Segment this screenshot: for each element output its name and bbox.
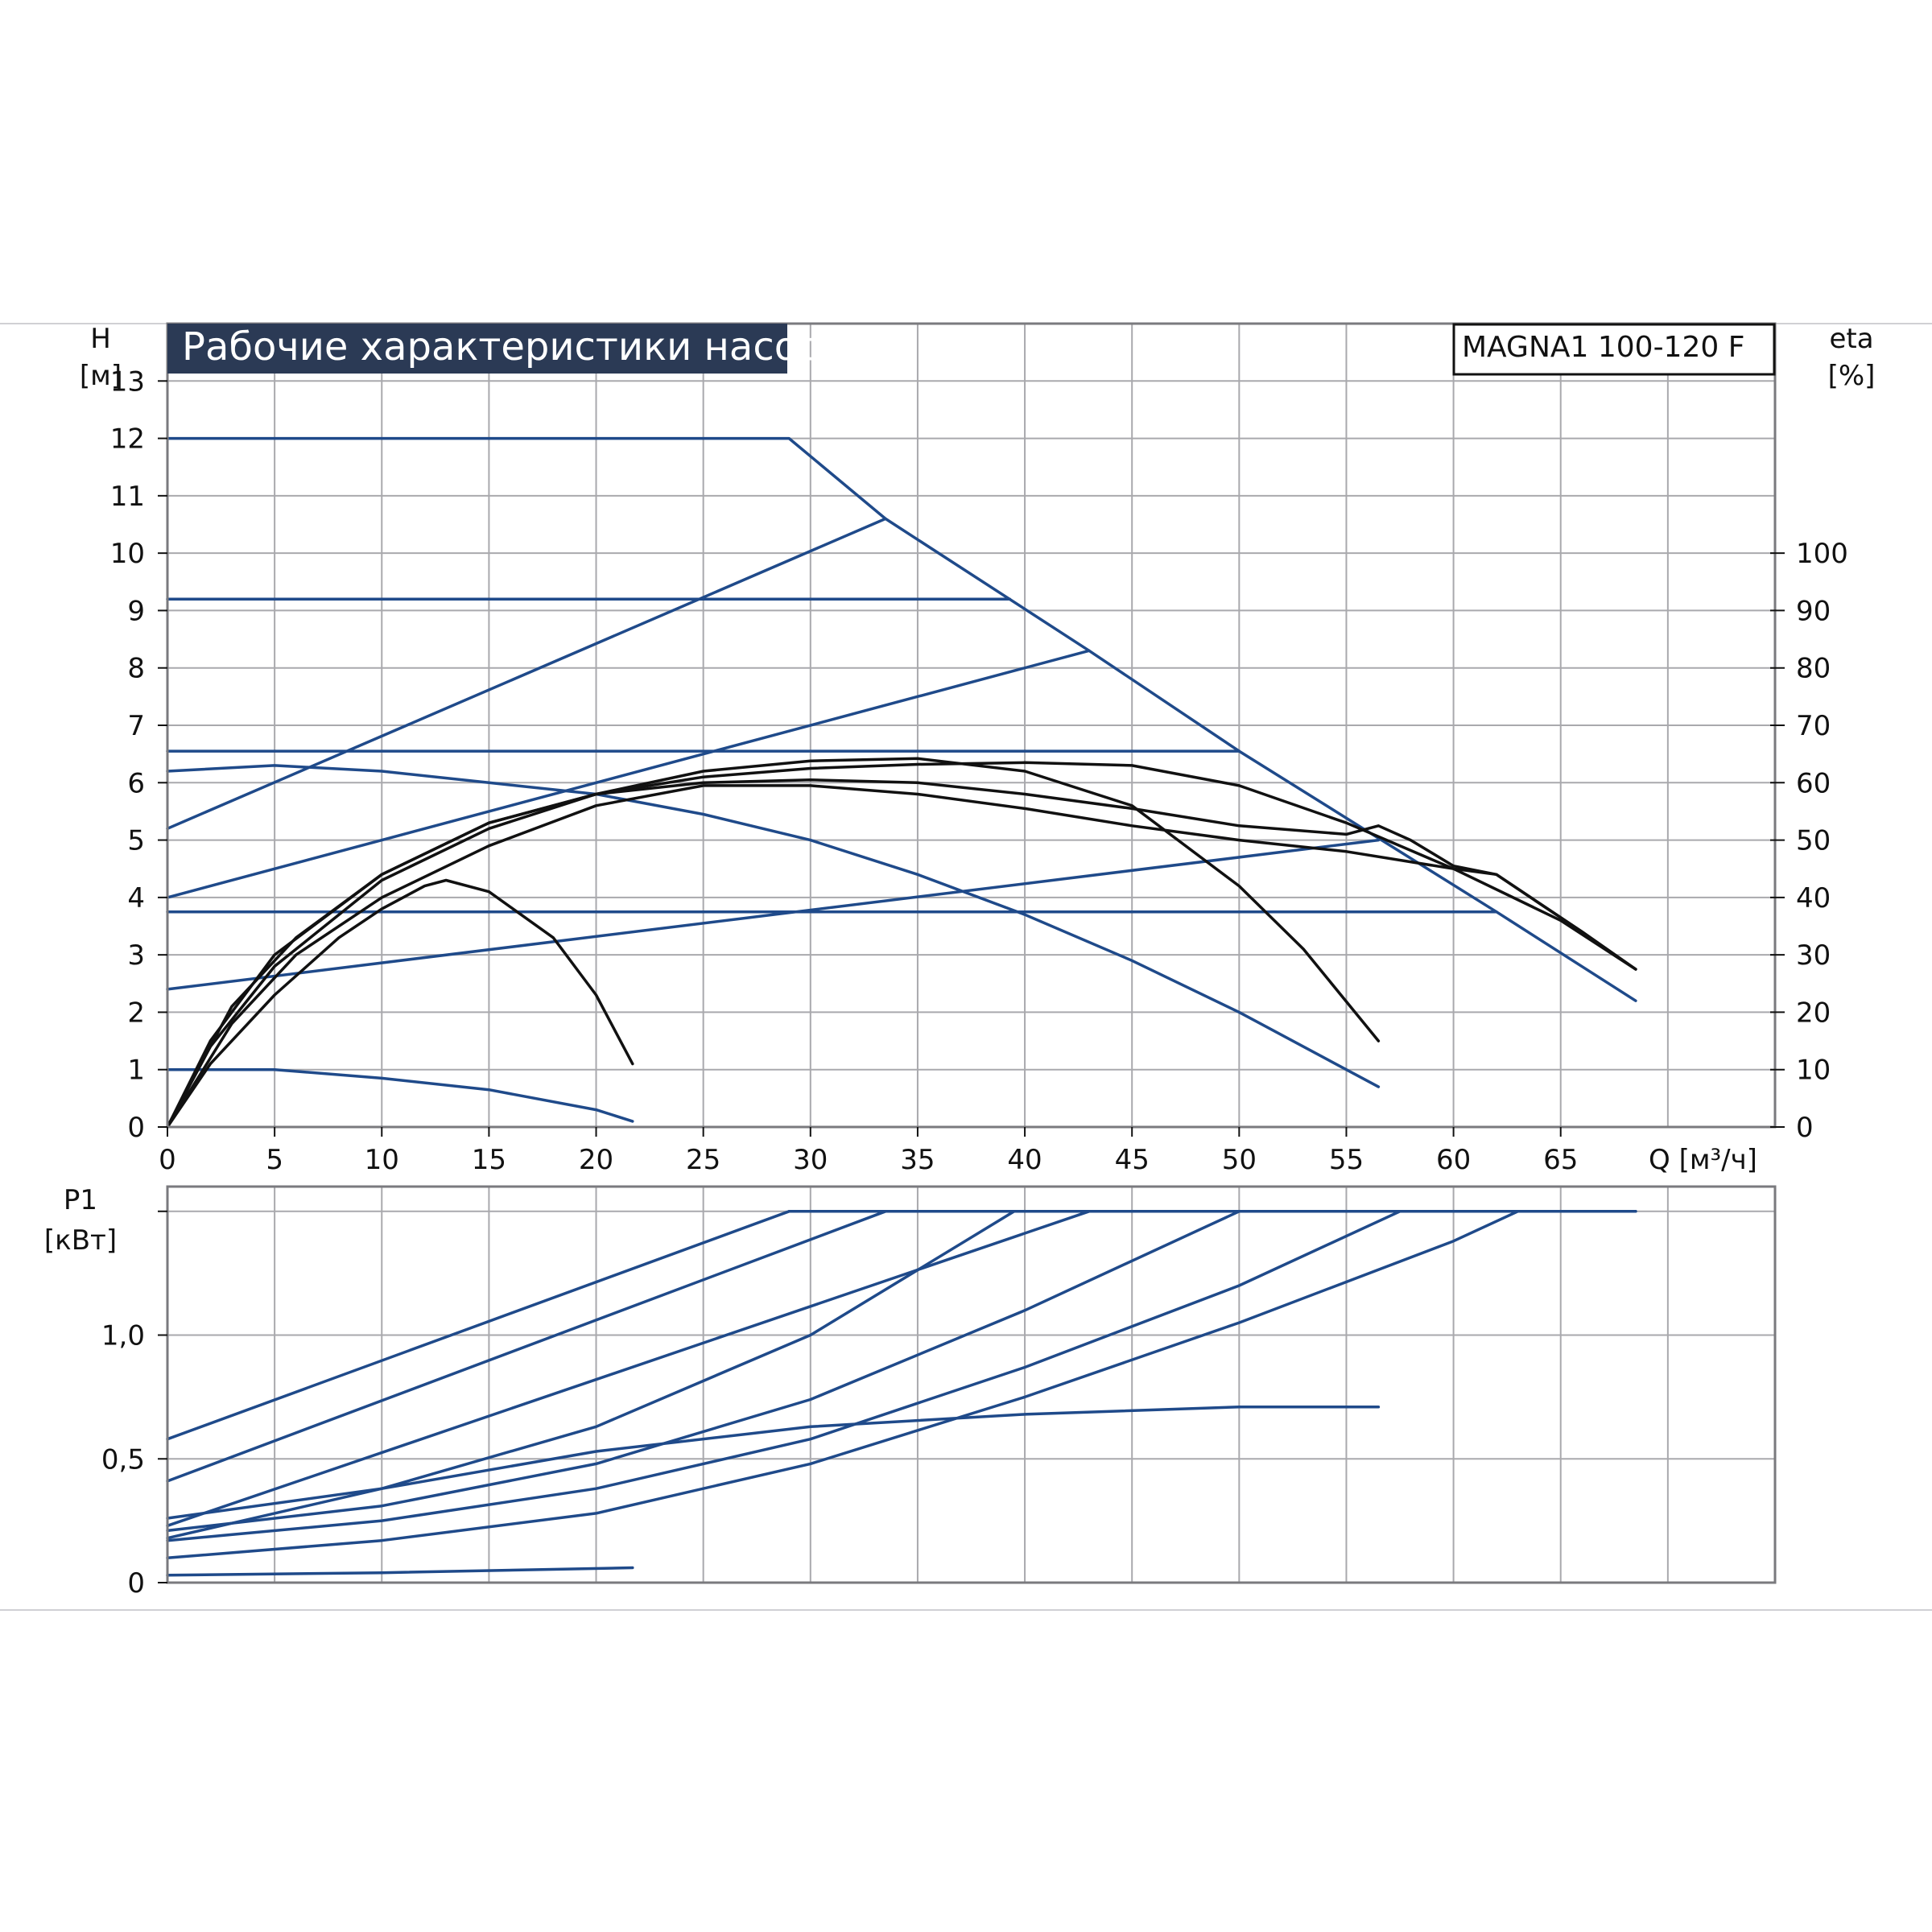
model-label: MAGNA1 100-120 F [1462, 331, 1744, 364]
x-tick-label: 10 [365, 1144, 399, 1176]
power-y-tick-label: 1,0 [101, 1320, 145, 1352]
power-y-tick-label: 0,5 [101, 1443, 145, 1476]
y2-tick-label: 0 [1796, 1112, 1814, 1144]
y-tick-label: 1 [127, 1055, 145, 1087]
y-tick-label: 4 [127, 882, 145, 914]
head-panel: 0123456789101112130102030405060708090100… [80, 322, 1876, 1176]
power-curve-8 [166, 1405, 1381, 1540]
head-curve-5 [166, 517, 887, 831]
y2-tick-label: 30 [1796, 939, 1831, 972]
y-tick-label: 9 [127, 595, 145, 627]
y-tick-label: 8 [127, 653, 145, 685]
y-tick-label: 10 [110, 538, 145, 570]
power-y-tick-label: 0 [127, 1567, 145, 1600]
power-curve-1 [166, 1210, 791, 1441]
y-tick-label: 7 [127, 710, 145, 742]
head-series-group [166, 436, 1637, 1129]
efficiency-curve-14 [166, 784, 1637, 1129]
x-tick-label: 50 [1222, 1144, 1257, 1176]
y-tick-label: 13 [110, 365, 145, 398]
power-y-axis-unit: [кВт] [44, 1224, 117, 1257]
head-ticks: 0123456789101112130102030405060708090100… [110, 365, 1848, 1176]
y-axis-unit: [м] [80, 360, 122, 392]
y-tick-label: 5 [127, 825, 145, 857]
x-tick-label: 55 [1329, 1144, 1364, 1176]
head-curve-7 [166, 838, 1381, 991]
power-plot-frame [166, 1185, 1777, 1584]
x-tick-label: 25 [686, 1144, 720, 1176]
y-tick-label: 3 [127, 939, 145, 972]
head-curve-8 [166, 764, 1381, 1088]
power-curve-7 [166, 1210, 1637, 1560]
power-curve-2 [166, 1210, 887, 1483]
y2-tick-label: 20 [1796, 997, 1831, 1029]
x-tick-label: 60 [1436, 1144, 1471, 1176]
power-curve-5 [166, 1210, 1241, 1533]
power-curve-9 [166, 1566, 634, 1577]
chart-title-box [167, 324, 787, 374]
y2-tick-label: 90 [1796, 595, 1831, 627]
y2-tick-label: 80 [1796, 653, 1831, 685]
efficiency-curve-11 [166, 757, 1381, 1129]
head-curve-1 [166, 436, 1637, 1002]
x-tick-label: 20 [579, 1144, 613, 1176]
x-tick-label: 30 [793, 1144, 828, 1176]
power-y-axis-symbol: P1 [64, 1184, 97, 1216]
y2-tick-label: 70 [1796, 710, 1831, 742]
x-tick-label: 40 [1007, 1144, 1042, 1176]
y-tick-label: 12 [110, 423, 145, 456]
head-curve-9 [166, 1067, 634, 1123]
x-tick-label: 65 [1543, 1144, 1578, 1176]
power-ticks: 0 0,5 1,0 [101, 1210, 167, 1600]
chart-title: Рабочие характеристики насоса [182, 324, 843, 369]
y2-tick-label: 10 [1796, 1055, 1831, 1087]
y2-axis-symbol: eta [1829, 323, 1873, 355]
power-series-group [166, 1210, 1637, 1577]
y2-axis-unit: [%] [1828, 360, 1876, 392]
efficiency-curve-10 [166, 878, 634, 1129]
x-axis-label: Q [м³/ч] [1649, 1144, 1757, 1176]
power-curve-6 [166, 1210, 1402, 1542]
efficiency-curve-13 [166, 778, 1637, 1129]
x-tick-label: 5 [266, 1144, 283, 1176]
y2-tick-label: 60 [1796, 767, 1831, 799]
y2-tick-label: 50 [1796, 825, 1831, 857]
x-tick-label: 35 [900, 1144, 935, 1176]
head-grid [167, 324, 1775, 1127]
head-curve-6 [166, 649, 1091, 899]
x-tick-label: 15 [472, 1144, 506, 1176]
x-tick-label: 45 [1115, 1144, 1150, 1176]
y-axis-symbol: H [90, 323, 111, 355]
power-curve-3 [166, 1210, 1016, 1520]
model-label-box [1452, 323, 1776, 376]
y-tick-label: 11 [110, 481, 145, 513]
y-tick-label: 6 [127, 767, 145, 799]
y2-tick-label: 40 [1796, 882, 1831, 914]
y-tick-label: 2 [127, 997, 145, 1029]
efficiency-curve-12 [166, 761, 1637, 1129]
y2-tick-label: 100 [1796, 538, 1848, 570]
power-curve-4 [166, 1210, 1091, 1528]
power-panel: 0 0,5 1,0 P1 [кВт] [44, 1184, 1777, 1600]
y-tick-label: 0 [127, 1112, 145, 1144]
x-tick-label: 0 [159, 1144, 176, 1176]
